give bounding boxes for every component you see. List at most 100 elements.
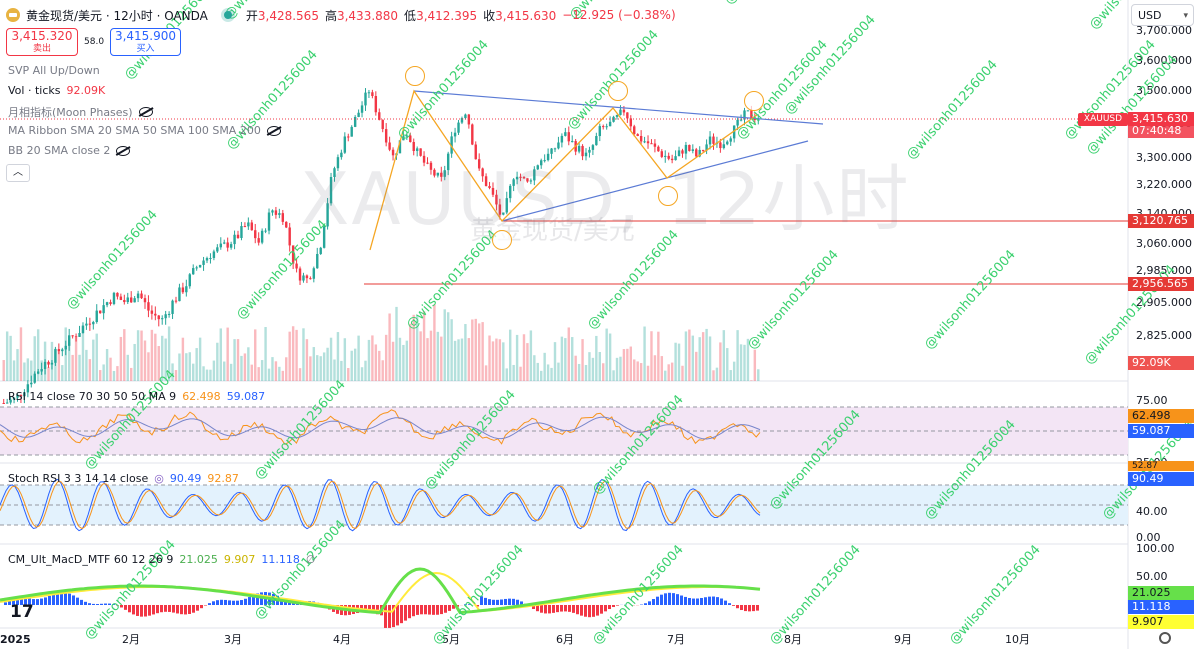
time-axis-tick: 5月 [442, 633, 460, 646]
volume-bar [732, 361, 736, 381]
macd-signal-tag: 9.907 [1128, 615, 1194, 629]
candle-body [326, 203, 329, 227]
gear-icon[interactable] [1159, 632, 1171, 644]
candle-body [223, 242, 226, 244]
volume-bar [560, 336, 564, 381]
indicator-rsi[interactable]: RSI 14 close 70 30 50 50 MA 9 62.498 59.08… [8, 390, 265, 403]
volume-bar [254, 329, 257, 381]
volume-bar [746, 338, 750, 381]
macd-histogram-bar [140, 605, 143, 617]
candle-body [588, 149, 591, 153]
macd-histogram-bar [12, 598, 15, 605]
currency-selector[interactable]: USD ▾ [1131, 4, 1194, 26]
volume-bar [715, 367, 719, 381]
indicator-stoch-rsi[interactable]: Stoch RSI 3 3 14 14 close ◎ 90.49 92.87 [8, 472, 239, 485]
volume-bar [481, 322, 484, 381]
open-label: 开 [245, 8, 258, 23]
volume-bar [429, 330, 433, 381]
candle-body [526, 178, 529, 182]
candle-body [529, 180, 533, 182]
currency-label: USD [1138, 9, 1162, 22]
indicator-ma-ribbon[interactable]: MA Ribbon SMA 20 SMA 50 SMA 100 SMA 200 [8, 124, 281, 137]
candle-body [188, 274, 191, 287]
volume-bar [250, 364, 254, 381]
volume-bar [529, 330, 533, 381]
rsi-ma-tag: 59.087 [1128, 424, 1194, 438]
candle-body [50, 362, 54, 365]
macd-histogram-bar [48, 595, 51, 605]
macd-histogram-bar [748, 605, 751, 612]
macd-histogram-bar [652, 599, 655, 605]
volume-bar [61, 365, 64, 381]
macd-histogram-bar [52, 594, 55, 605]
indicator-svp[interactable]: SVP All Up/Down [8, 64, 100, 77]
candle-body [457, 122, 460, 133]
candle-body [274, 210, 278, 215]
buy-price: 3,415.900 [114, 29, 177, 43]
volume-bar [605, 328, 608, 381]
macd-histogram-bar [468, 604, 471, 605]
open-value: 3,428.565 [257, 8, 319, 23]
chevron-up-icon: ︿ [13, 167, 23, 178]
macd-histogram-bar [392, 605, 395, 628]
wave-label-b [492, 230, 512, 250]
candle-body [546, 153, 550, 161]
macd-histogram-bar [560, 605, 563, 612]
volume-bar [402, 344, 405, 381]
volume-bar [650, 331, 653, 381]
volume-bar [477, 323, 481, 381]
candle-body [233, 234, 236, 245]
sync-icon[interactable]: ◎ [154, 472, 164, 485]
volume-bar [440, 336, 443, 381]
macd-histogram-bar [236, 600, 239, 605]
macd-histogram-bar [712, 596, 715, 605]
candle-body [550, 148, 553, 154]
volume-bar [450, 319, 453, 381]
volume-bar [236, 339, 240, 381]
buy-button[interactable]: 3,415.900 买入 [110, 28, 181, 56]
macd-histogram-bar [108, 603, 111, 605]
indicator-bb[interactable]: BB 20 SMA close 2 [8, 144, 131, 157]
volume-bar [571, 337, 574, 381]
candle-body [236, 234, 240, 238]
volume-bar [415, 316, 419, 381]
wave-label-a [405, 66, 425, 86]
macd-histogram-bar [544, 605, 547, 614]
indicator-volume[interactable]: Vol · ticks 92.09K [8, 84, 105, 97]
candle-body [295, 263, 298, 269]
macd-histogram-bar [104, 603, 107, 605]
candle-body [422, 155, 426, 163]
volume-bar [698, 337, 701, 381]
volume-bar [653, 355, 657, 381]
candle-body [605, 126, 608, 128]
indicator-moon-phases[interactable]: 月相指标(Moon Phases) [8, 104, 153, 120]
eye-hidden-icon[interactable] [266, 125, 281, 136]
candle-body [508, 185, 512, 199]
candle-body [732, 125, 736, 139]
eye-hidden-icon[interactable] [138, 107, 153, 117]
volume-bar [512, 364, 515, 381]
macd-histogram-bar [244, 598, 247, 605]
tradingview-logo-icon[interactable]: 17 [10, 602, 34, 622]
candle-body [353, 117, 357, 127]
macd-histogram-bar [120, 605, 123, 608]
candle-body [161, 318, 164, 320]
macd-histogram-bar [680, 595, 683, 605]
stoch-d-value: 92.87 [207, 472, 239, 485]
candle-body [677, 150, 681, 157]
market-status-icon[interactable] [223, 11, 232, 19]
sell-button[interactable]: 3,415.320 卖出 [6, 28, 78, 56]
candle-body [409, 135, 412, 142]
collapse-indicators-button[interactable]: ︿ [6, 164, 30, 182]
gold-symbol-icon[interactable] [6, 8, 20, 22]
indicator-macd[interactable]: CM_Ult_MacD_MTF 60 12 26 9 21.025 9.907 11.… [8, 553, 315, 566]
macd-histogram-bar [656, 596, 659, 605]
eye-hidden-icon[interactable] [116, 145, 131, 156]
candle-body [71, 335, 74, 337]
candle-body [47, 361, 50, 365]
candle-body [164, 314, 167, 319]
symbol-title[interactable]: 黄金现货/美元 · 12小时 · OANDA [26, 8, 208, 23]
volume-bar [30, 360, 33, 381]
volume-bar [112, 370, 116, 381]
